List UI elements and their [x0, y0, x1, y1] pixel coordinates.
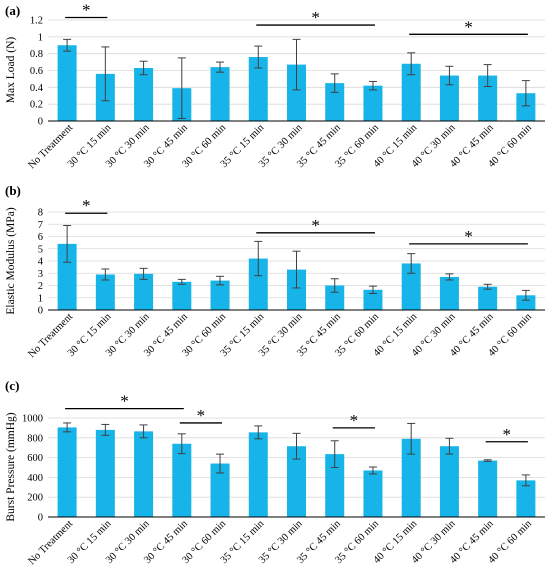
y-tick-label: 5 [38, 244, 43, 255]
bar [57, 243, 77, 310]
bar [95, 429, 115, 517]
bar [439, 75, 459, 121]
y-tick-label: 400 [27, 473, 43, 484]
panel-label: (a) [5, 3, 20, 18]
bar [248, 258, 268, 310]
y-tick-label: 800 [27, 433, 43, 444]
significance-star: * [464, 227, 473, 246]
significance-star: * [350, 411, 359, 430]
y-tick-label: 0.2 [30, 100, 43, 111]
bar [57, 45, 77, 121]
bar [287, 64, 306, 121]
y-tick-label: 200 [27, 493, 43, 504]
y-tick-label: 8 [38, 208, 43, 219]
bar [210, 463, 230, 517]
bar [478, 286, 498, 310]
bar [478, 75, 498, 121]
bar [516, 480, 536, 517]
bar [134, 67, 154, 121]
bar [439, 276, 459, 310]
y-tick-label: 1000 [22, 414, 43, 425]
y-axis-label: Max Load (N) [5, 37, 17, 104]
significance-star: * [197, 406, 206, 425]
y-tick-label: 0 [38, 117, 43, 128]
bar [172, 443, 192, 517]
y-axis-label: Elastic Modulus (MPa) [5, 207, 17, 314]
panel-label: (b) [5, 183, 21, 198]
significance-star: * [82, 0, 91, 19]
significance-star: * [82, 196, 91, 215]
y-tick-label: 0.4 [30, 83, 44, 94]
y-tick-label: 0 [38, 513, 43, 524]
bar [210, 67, 230, 121]
significance-star: * [120, 392, 129, 411]
bar [57, 427, 77, 517]
y-tick-label: 1 [38, 293, 43, 304]
bar [363, 85, 383, 121]
bar [134, 431, 154, 517]
bar [401, 63, 421, 121]
y-tick-label: 3 [38, 269, 43, 280]
bar [248, 432, 268, 517]
bar [516, 295, 536, 310]
significance-star: * [311, 8, 320, 27]
bar [439, 446, 459, 517]
bar [210, 280, 230, 310]
y-tick-label: 4 [38, 257, 44, 268]
panel-label: (c) [5, 378, 19, 393]
bar [401, 263, 421, 310]
y-tick-label: 0.6 [30, 66, 43, 77]
bar [325, 285, 345, 310]
significance-star: * [311, 216, 320, 235]
bar [516, 93, 536, 121]
bar [363, 470, 383, 517]
y-tick-label: 7 [38, 220, 43, 231]
y-tick-label: 2 [38, 281, 43, 292]
bar [287, 446, 306, 517]
bar [363, 289, 383, 310]
bar [134, 273, 154, 310]
bar [287, 269, 306, 310]
bar [401, 438, 421, 517]
bar [172, 281, 192, 310]
y-tick-label: 600 [27, 453, 43, 464]
bar [95, 274, 115, 310]
bar [325, 454, 345, 517]
y-tick-label: 1.2 [30, 16, 43, 27]
y-tick-label: 0 [38, 306, 43, 317]
y-tick-label: 1 [38, 32, 43, 43]
significance-star: * [464, 17, 473, 36]
y-axis-label: Burst Pressure (mmHg) [5, 412, 17, 521]
y-tick-label: 6 [38, 232, 43, 243]
bar [325, 83, 345, 121]
significance-star: * [503, 425, 512, 444]
bar [478, 460, 498, 517]
bar [248, 57, 268, 121]
y-tick-label: 0.8 [30, 49, 43, 60]
